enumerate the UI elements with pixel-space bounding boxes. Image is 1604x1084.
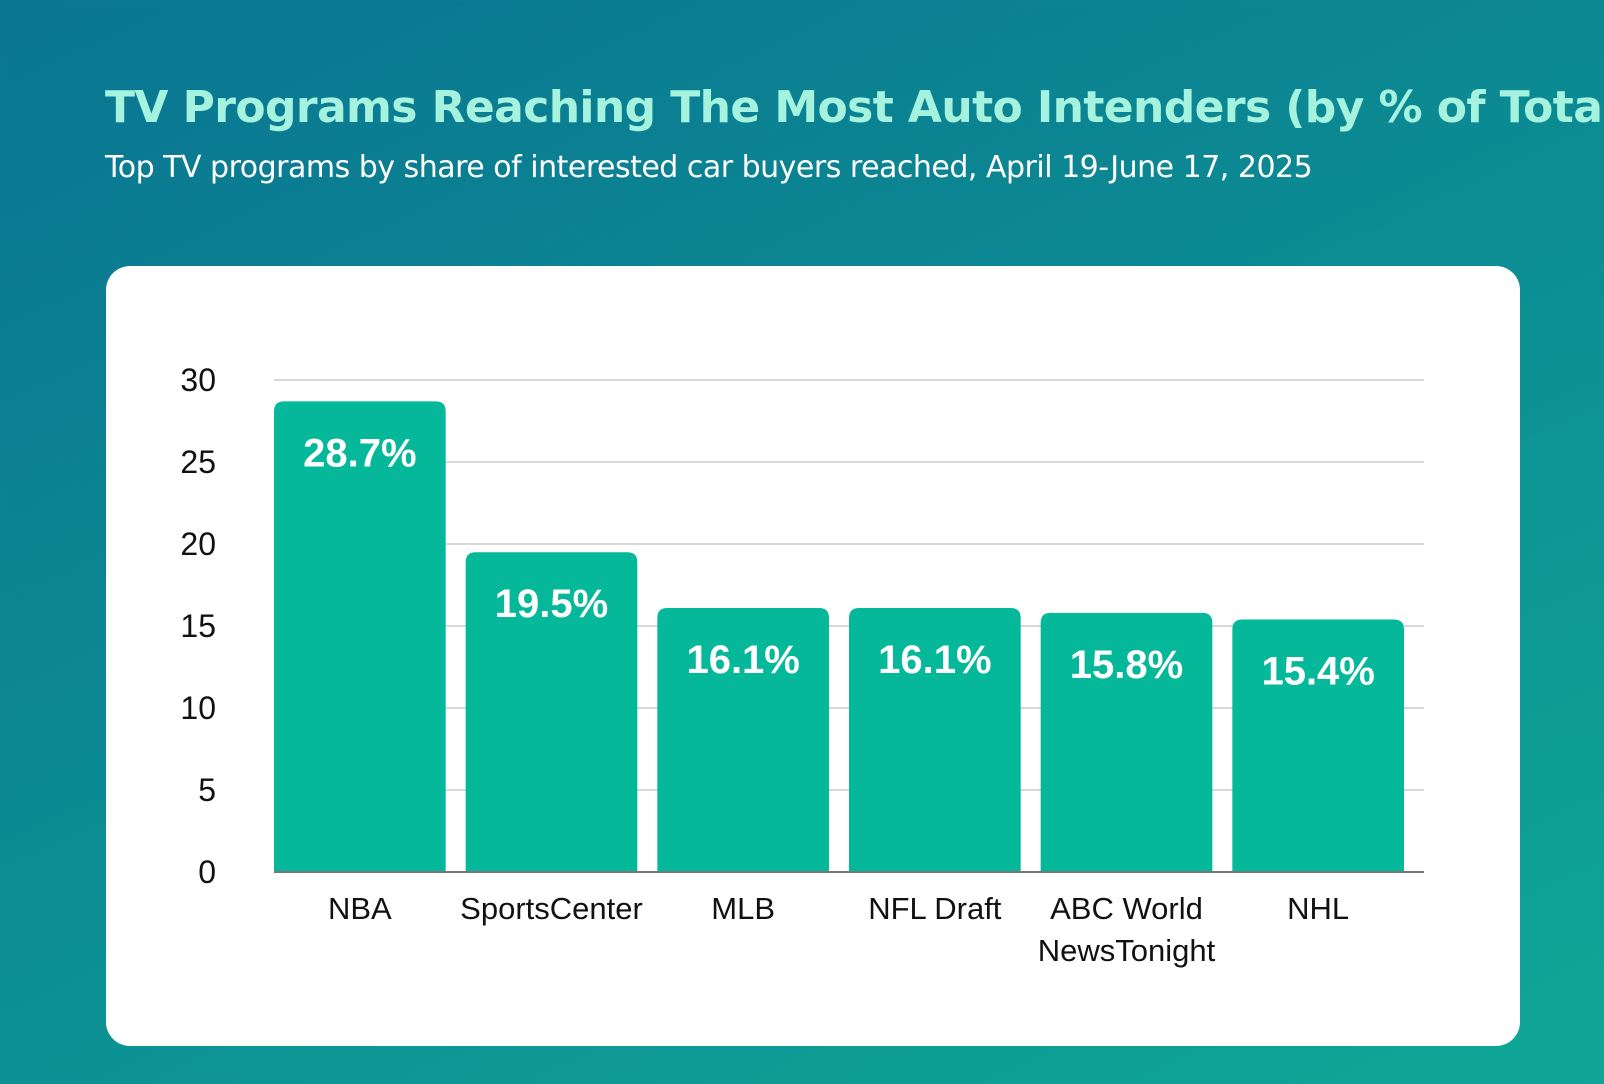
- bar-value-label: 15.8%: [1070, 643, 1183, 687]
- y-tick-label: 5: [198, 772, 216, 808]
- bars: [274, 401, 1404, 872]
- bar-nba: [274, 401, 446, 872]
- x-category-label: SportsCenter: [460, 891, 643, 926]
- x-category-label: NFL Draft: [868, 891, 1002, 926]
- bar-nhl: [1232, 619, 1404, 872]
- bar-value-label: 16.1%: [686, 638, 799, 682]
- x-category-label: MLB: [711, 891, 775, 926]
- x-axis-categories: NBA SportsCenter MLB NFL Draft ABC World News…: [328, 891, 1349, 968]
- chart-title: TV Programs Reaching The Most Auto Inten…: [105, 82, 1604, 133]
- y-tick-label: 0: [198, 854, 216, 890]
- y-tick-label: 15: [180, 608, 216, 644]
- y-axis-ticks: 0 5 10 15 20 25 30: [180, 362, 216, 890]
- bar-value-label: 28.7%: [303, 431, 416, 475]
- bar-mlb: [657, 607, 829, 872]
- chart-subtitle: Top TV programs by share of interested c…: [105, 150, 1313, 185]
- bar-nfl-draft: [849, 607, 1021, 872]
- bar-chart: 0 5 10 15 20 25 30 28.7% 19.5% 16.1% 16.1% 15.8% 15…: [180, 362, 1424, 968]
- bar-value-label: 19.5%: [495, 582, 608, 626]
- y-tick-label: 10: [180, 690, 216, 726]
- x-category-label: NBA: [328, 891, 392, 926]
- y-tick-label: 30: [180, 362, 216, 398]
- bar-value-labels: 28.7% 19.5% 16.1% 16.1% 15.8% 15.4%: [303, 431, 1375, 693]
- x-category-label: ABC World NewsTonight: [1038, 891, 1216, 968]
- y-tick-label: 20: [180, 526, 216, 562]
- x-category-label: NHL: [1287, 891, 1349, 926]
- chart-card: 0 5 10 15 20 25 30 28.7% 19.5% 16.1% 16.1% 15.8% 15…: [106, 266, 1520, 1046]
- bar-abc-world-newstonight: [1040, 612, 1213, 872]
- y-tick-label: 25: [180, 444, 216, 480]
- bar-value-label: 15.4%: [1261, 649, 1374, 693]
- bar-value-label: 16.1%: [878, 638, 991, 682]
- bar-sportscenter: [465, 552, 638, 872]
